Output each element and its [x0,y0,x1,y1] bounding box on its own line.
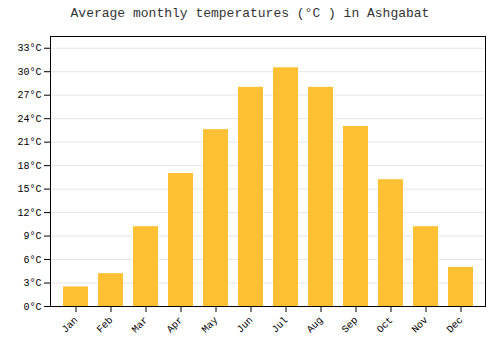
svg-text:Sep: Sep [340,315,361,336]
svg-text:Apr: Apr [165,315,186,336]
html-text:Average monthly temperatures (: Average monthly temperatures (°C ) in As… [70,6,430,21]
svg-text:Dec: Dec [445,315,466,336]
svg-text:Jun: Jun [235,315,256,336]
svg-text:27°C: 27°C [17,90,41,101]
svg-text:3°C: 3°C [23,278,41,289]
svg-text:6°C: 6°C [23,255,41,266]
svg-text:Jan: Jan [60,315,81,336]
svg-text:33°C: 33°C [17,43,41,54]
svg-text:15°C: 15°C [17,184,41,195]
svg-text:9°C: 9°C [23,231,41,242]
svg-text:21°C: 21°C [17,137,41,148]
svg-text:Oct: Oct [375,315,396,336]
svg-text:12°C: 12°C [17,208,41,219]
svg-text:30°C: 30°C [17,67,41,78]
svg-text:Mar: Mar [130,315,151,336]
svg-text:Feb: Feb [95,315,116,336]
svg-text:Nov: Nov [410,315,431,336]
svg-text:24°C: 24°C [17,114,41,125]
svg-text:Aug: Aug [305,315,326,336]
svg-text:May: May [200,315,221,336]
svg-text:18°C: 18°C [17,161,41,172]
svg-text:0°C: 0°C [23,302,41,313]
svg-text:Jul: Jul [270,315,291,336]
